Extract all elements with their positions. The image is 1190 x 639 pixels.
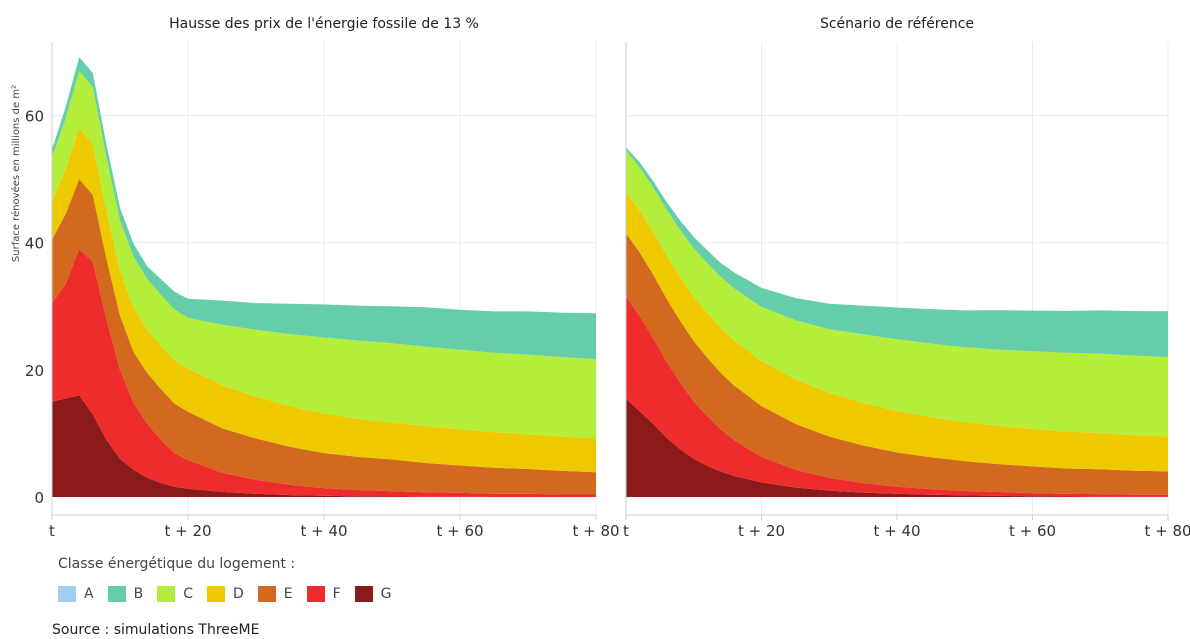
x-tick-label-t-80: t + 80: [572, 522, 619, 540]
legend-swatch-e: [257, 586, 276, 602]
area-series-d[interactable]: [52, 128, 596, 473]
area-series-e[interactable]: [626, 233, 1168, 495]
legend-item-a[interactable]: A: [58, 586, 94, 602]
legend-label-f: F: [332, 586, 341, 602]
legend-label-e: E: [283, 586, 293, 602]
legend-item-g[interactable]: G: [354, 586, 392, 602]
legend-item-d[interactable]: D: [206, 586, 244, 602]
x-tick-label-t-80: t + 80: [1144, 522, 1190, 540]
legend-item-b[interactable]: B: [107, 586, 144, 602]
x-tick-label-t-60: t + 60: [1009, 522, 1056, 540]
panel-title: Hausse des prix de l'énergie fossile de …: [169, 16, 479, 32]
area-series-d[interactable]: [626, 191, 1168, 472]
x-tick-label-t-20: t + 20: [164, 522, 211, 540]
area-series-g[interactable]: [52, 395, 596, 497]
legend-swatch-a: [58, 586, 76, 602]
y-axis-label: Surface rénovées en millions de m²: [10, 85, 22, 262]
legend-label-c: C: [183, 586, 193, 602]
legend: A B C D E F G: [58, 586, 406, 602]
legend-swatch-d: [206, 586, 225, 602]
left-panel: t t + 20 t + 40 t + 60 t + 80 0 20 40 60Surface …: [10, 16, 620, 540]
panel-title: Scénario de référence: [820, 16, 974, 32]
legend-item-e[interactable]: E: [257, 586, 293, 602]
area-series-b[interactable]: [52, 57, 596, 360]
legend-title: Classe énergétique du logement :: [58, 556, 296, 572]
y-tick-label-60: 60: [25, 108, 44, 126]
source-note: Source : simulations ThreeME: [52, 622, 260, 638]
legend-swatch-g: [354, 586, 373, 602]
x-tick-label-t-40: t + 40: [300, 522, 347, 540]
legend-label-a: A: [84, 586, 94, 602]
x-tick-label-t: t: [49, 522, 55, 540]
x-tick-label-t-60: t + 60: [436, 522, 483, 540]
x-tick-label-t: t: [623, 522, 629, 540]
legend-label-g: G: [380, 586, 392, 602]
area-series-g[interactable]: [626, 398, 1168, 498]
area-series-c[interactable]: [52, 71, 596, 439]
legend-label-b: B: [133, 586, 144, 602]
y-tick-label-20: 20: [25, 362, 44, 380]
area-series-e[interactable]: [52, 179, 596, 495]
area-series-b[interactable]: [626, 147, 1168, 357]
legend-swatch-f: [306, 586, 325, 602]
legend-item-f[interactable]: F: [306, 586, 341, 602]
y-tick-label-0: 0: [34, 489, 44, 507]
legend-item-c[interactable]: C: [157, 586, 193, 602]
x-tick-label-t-40: t + 40: [873, 522, 920, 540]
legend-swatch-c: [157, 586, 176, 602]
x-tick-label-t-20: t + 20: [738, 522, 785, 540]
area-series-c[interactable]: [626, 150, 1168, 437]
right-panel: t t + 20 t + 40 t + 60 t + 80 Scénario de réf…: [623, 16, 1190, 540]
legend-label-d: D: [232, 586, 244, 602]
legend-swatch-b: [107, 586, 126, 602]
y-tick-label-40: 40: [25, 235, 44, 253]
